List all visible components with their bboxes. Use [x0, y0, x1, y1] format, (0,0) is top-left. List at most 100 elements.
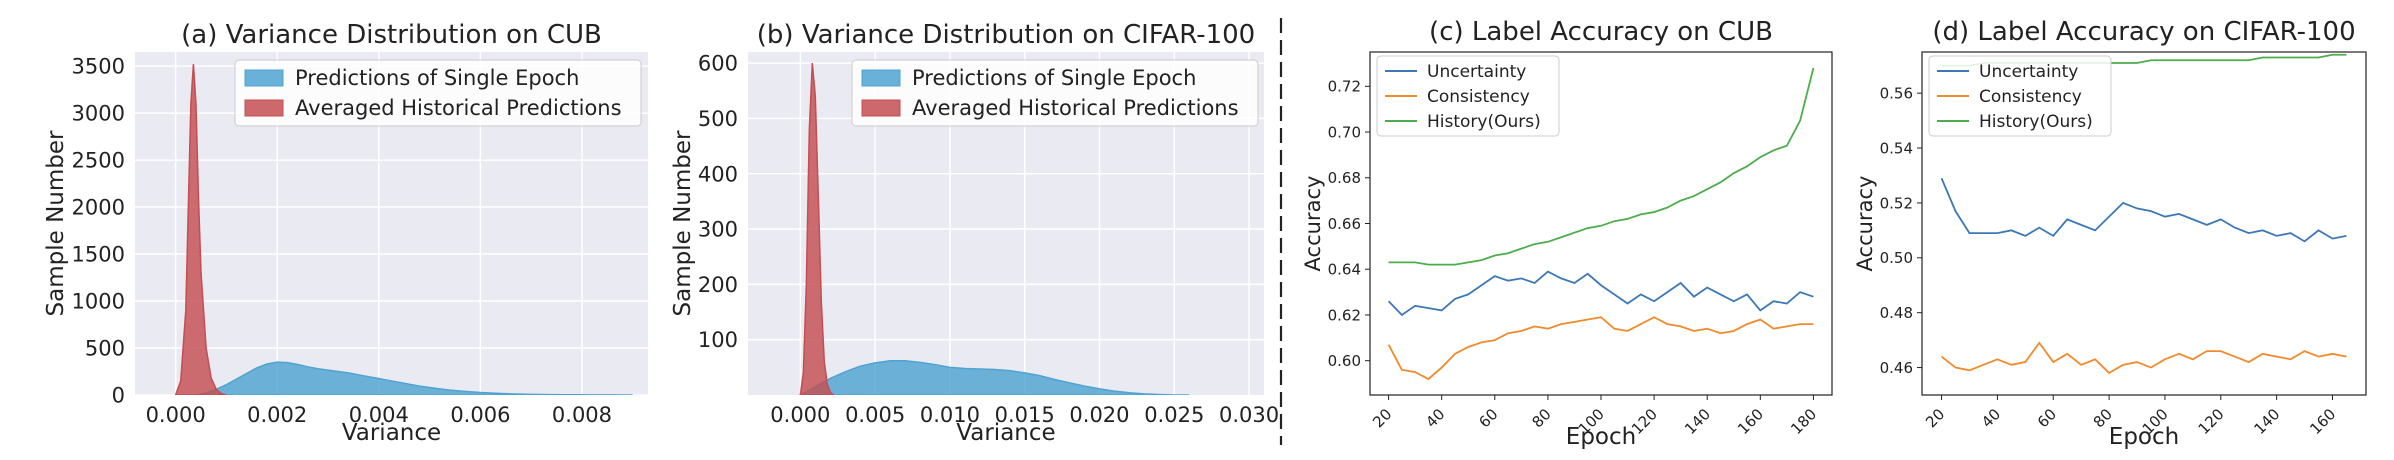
legend-swatch-1 — [861, 69, 901, 87]
x-axis-label: Variance — [342, 420, 441, 446]
xtick-label: 0.004 — [349, 403, 409, 427]
ytick-label: 2000 — [72, 196, 125, 220]
ytick-label: 600 — [698, 52, 738, 76]
xtick-label: 0.008 — [552, 403, 612, 427]
ytick-label: 1000 — [72, 290, 125, 314]
xtick-label: 0.002 — [247, 403, 307, 427]
ytick-label: 500 — [698, 107, 738, 131]
ytick-label: 3000 — [72, 102, 125, 126]
legend-box — [1376, 55, 1560, 137]
ytick-label: 2500 — [72, 149, 125, 173]
ytick-label: 0.54 — [1880, 139, 1913, 157]
series-area-1 — [195, 361, 633, 395]
ytick-label: 0.60 — [1328, 352, 1361, 370]
ytick-label: 0.70 — [1328, 123, 1361, 141]
series-line-1 — [1387, 270, 1814, 317]
ytick-label: 200 — [698, 273, 738, 297]
xtick-label: 0.005 — [845, 403, 905, 427]
chart-2: 0.000 0.005 0.010 0.015 0.020 0.025 0.030 100 20… — [670, 20, 1279, 446]
legend-label-1: Predictions of Single Epoch — [912, 66, 1196, 90]
series-area-1 — [798, 359, 1190, 395]
x-axis-label: Variance — [956, 420, 1055, 446]
plot-area — [174, 64, 633, 395]
y-axis-label: Sample Number — [670, 130, 696, 316]
legend-swatch-2 — [244, 99, 284, 117]
ytick-label: 0.56 — [1880, 85, 1913, 103]
chart-title: (b) Variance Distribution on CIFAR-100 — [757, 20, 1255, 50]
xtick-label: 140 — [2250, 405, 2283, 438]
x-axis-label: Epoch — [2109, 424, 2179, 450]
ytick-label: 0.62 — [1328, 306, 1361, 324]
chart-4: 20 40 60 80 100 120 140 1600.460.480.500.520.54… — [1853, 17, 2367, 450]
legend-label-2: Averaged Historical Predictions — [295, 96, 622, 120]
ytick-label: 300 — [698, 218, 738, 242]
ytick-label: 0.66 — [1328, 215, 1361, 233]
legend-label-2: Consistency — [1427, 87, 1530, 107]
legend-box — [234, 59, 642, 127]
plot-area — [798, 62, 1190, 395]
xtick-label: 0.010 — [920, 403, 980, 427]
xtick-label: 20 — [1922, 405, 1948, 431]
legend-swatch-2 — [861, 99, 901, 117]
ytick-label: 0.64 — [1328, 261, 1361, 279]
xtick-label: 160 — [1734, 405, 1767, 438]
legend-label-2: Averaged Historical Predictions — [912, 96, 1239, 120]
series-line-3 — [1388, 67, 1815, 266]
xtick-label: 0.015 — [995, 403, 1055, 427]
xtick-label: 120 — [2195, 405, 2228, 438]
plot-area — [1387, 67, 1815, 381]
xtick-label: 0.020 — [1069, 403, 1129, 427]
xtick-label: 0.000 — [770, 403, 830, 427]
ytick-label: 0.48 — [1880, 304, 1913, 322]
ytick-label: 3500 — [72, 55, 125, 79]
legend: Uncertainty Consistency History(Ours) — [1376, 55, 1560, 137]
chart-title: (a) Variance Distribution on CUB — [181, 20, 602, 50]
xtick-label: 160 — [2306, 405, 2339, 438]
xtick-label: 60 — [2034, 405, 2060, 431]
x-axis-label: Epoch — [1566, 424, 1636, 450]
ytick-label: 0.46 — [1880, 359, 1913, 377]
xtick-label: 180 — [1787, 405, 1820, 438]
series-area-2 — [174, 64, 227, 395]
legend-label-3: History(Ours) — [1427, 112, 1541, 132]
legend-label-3: History(Ours) — [1979, 112, 2093, 132]
y-axis-label: Sample Number — [43, 130, 69, 316]
xtick-label: 0.030 — [1219, 403, 1279, 427]
series-area-2 — [799, 62, 835, 395]
ytick-label: 0.50 — [1880, 249, 1913, 267]
xtick-label: 140 — [1681, 405, 1714, 438]
ytick-label: 0.68 — [1328, 169, 1361, 187]
xtick-label: 40 — [1422, 405, 1448, 431]
xtick-label: 0.025 — [1144, 403, 1204, 427]
xtick-label: 0.006 — [450, 403, 510, 427]
ytick-label: 0 — [112, 384, 125, 408]
xtick-label: 60 — [1475, 405, 1501, 431]
chart-title: (d) Label Accuracy on CIFAR-100 — [1932, 17, 2355, 47]
legend-label-2: Consistency — [1979, 87, 2082, 107]
legend-label-1: Uncertainty — [1979, 62, 2078, 82]
y-axis-label: Accuracy — [1301, 176, 1325, 272]
legend-box — [1928, 55, 2112, 137]
series-line-1 — [1940, 177, 2347, 243]
plot-frame — [1921, 51, 2367, 396]
ytick-label: 500 — [85, 337, 125, 361]
legend-swatch-1 — [244, 69, 284, 87]
xtick-label: 40 — [1978, 405, 2004, 431]
ytick-label: 400 — [698, 162, 738, 186]
legend-label-1: Predictions of Single Epoch — [295, 66, 579, 90]
legend-box — [851, 59, 1259, 127]
legend: Predictions of Single Epoch Averaged Hist… — [234, 59, 642, 127]
y-axis-label: Accuracy — [1853, 176, 1877, 272]
legend: Uncertainty Consistency History(Ours) — [1928, 55, 2112, 137]
xtick-label: 20 — [1369, 405, 1395, 431]
legend-label-1: Uncertainty — [1427, 62, 1526, 82]
legend: Predictions of Single Epoch Averaged Hist… — [851, 59, 1259, 127]
series-line-2 — [1940, 341, 2347, 375]
series-line-2 — [1387, 316, 1814, 381]
ytick-label: 0.72 — [1328, 78, 1361, 96]
chart-title: (c) Label Accuracy on CUB — [1429, 17, 1773, 47]
ytick-label: 100 — [698, 328, 738, 352]
chart-1: 0.000 0.002 0.004 0.006 0.008 0 500 1000 1500 200… — [43, 20, 648, 446]
xtick-label: 0.000 — [146, 403, 206, 427]
